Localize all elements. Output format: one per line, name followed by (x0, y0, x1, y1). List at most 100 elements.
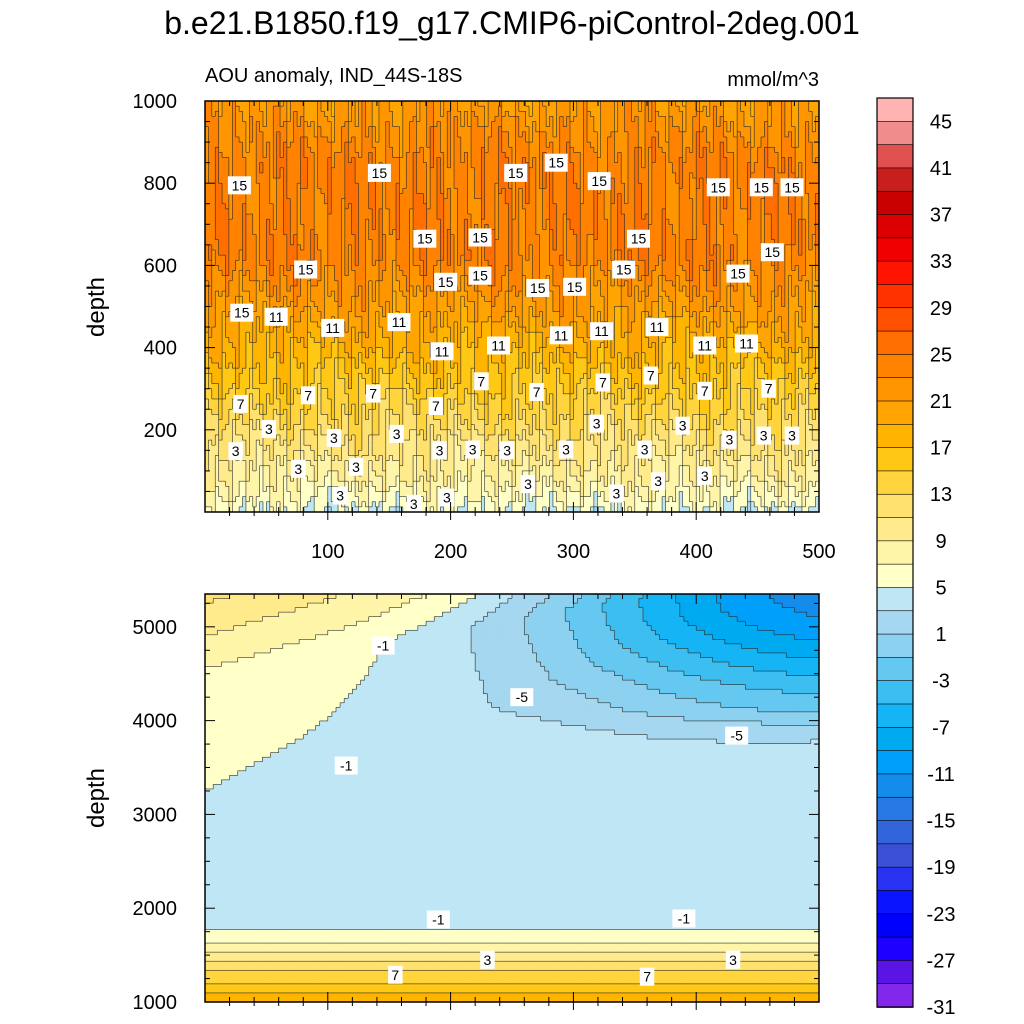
contour-cell (675, 167, 680, 174)
contour-cell (743, 193, 748, 200)
contour-cell (726, 142, 731, 148)
contour-cell (334, 178, 339, 184)
contour-cell (590, 239, 595, 246)
contour-cell (307, 214, 312, 220)
contour-cell (300, 188, 305, 195)
contour-cell (781, 203, 786, 210)
contour-cell (307, 183, 312, 189)
contour-cell (266, 224, 271, 231)
contour-cell (522, 239, 527, 246)
contour-cell (297, 167, 302, 174)
contour-cell (430, 193, 435, 200)
contour-cell (808, 142, 813, 148)
contour-cell (491, 203, 496, 210)
contour-cell (607, 198, 612, 205)
contour-cell (205, 101, 210, 107)
contour-cell (662, 183, 667, 189)
contour-cell (675, 106, 680, 112)
contour-cell (423, 203, 428, 210)
contour-cell (679, 234, 684, 241)
contour-cell (232, 193, 237, 200)
contour-cell (481, 136, 486, 143)
contour-cell (358, 203, 363, 210)
contour-cell (454, 234, 459, 241)
contour-cell (488, 126, 493, 133)
contour-cell (563, 188, 568, 195)
contour-cell (436, 178, 441, 184)
contour-cell (436, 147, 441, 153)
contour-cell (740, 147, 745, 153)
contour-cell (430, 106, 435, 112)
contour-cell (624, 214, 629, 220)
contour-cell (419, 203, 424, 210)
contour-cell (484, 116, 489, 123)
contour-cell (392, 121, 397, 128)
contour-cell (631, 188, 636, 195)
contour-cell (580, 239, 585, 246)
contour-cell (583, 152, 588, 159)
contour-cell (351, 111, 356, 118)
contour-cell (658, 188, 663, 195)
contour-cell (215, 229, 220, 236)
contour-cell (225, 183, 230, 189)
contour-cell (648, 147, 653, 153)
contour-cell (252, 234, 257, 241)
contour-cell (484, 193, 489, 200)
contour-cell (488, 111, 493, 118)
contour-cell (621, 229, 626, 236)
contour-cell (747, 188, 752, 195)
contour-cell (327, 203, 332, 210)
contour-cell (624, 234, 629, 241)
contour-cell (450, 178, 455, 184)
contour-cell (494, 142, 499, 148)
contour-cell (587, 157, 592, 164)
contour-cell (232, 142, 237, 148)
contour-cell (501, 172, 506, 179)
contour-cell (488, 116, 493, 123)
contour-cell (703, 203, 708, 210)
contour-cell (812, 219, 817, 225)
contour-cell (529, 229, 534, 236)
contour-cell (750, 136, 755, 143)
contour-cell (505, 239, 510, 246)
contour-cell (355, 121, 360, 128)
contour-cell (416, 111, 421, 118)
contour-cell (454, 142, 459, 148)
contour-cell (791, 203, 796, 210)
contour-cell (491, 111, 496, 118)
contour-cell (290, 162, 295, 169)
contour-cell (685, 224, 690, 231)
contour-cell (423, 188, 428, 195)
contour-cell (767, 142, 772, 148)
contour-cell (699, 219, 704, 225)
contour-cell (358, 234, 363, 241)
contour-cell (716, 131, 721, 138)
contour-cell (474, 121, 479, 128)
contour-cell (290, 193, 295, 200)
contour-cell (413, 136, 418, 143)
contour-cell (228, 198, 233, 205)
contour-cell (627, 111, 632, 118)
contour-cell (242, 101, 247, 107)
contour-cell (276, 111, 281, 118)
contour-cell (385, 203, 390, 210)
contour-cell (259, 203, 264, 210)
contour-cell (297, 178, 302, 184)
contour-cell (754, 198, 759, 205)
contour-cell (757, 111, 762, 118)
contour-cell (505, 121, 510, 128)
contour-cell (784, 131, 789, 138)
contour-cell (798, 198, 803, 205)
contour-cell (375, 101, 380, 107)
contour-cell (795, 172, 800, 179)
contour-cell (389, 234, 394, 241)
contour-cell (750, 229, 755, 236)
contour-cell (262, 111, 267, 118)
contour-cell (331, 188, 336, 195)
contour-cell (573, 239, 578, 246)
contour-cell (716, 111, 721, 118)
contour-cell (368, 101, 373, 107)
contour-cell (706, 116, 711, 123)
contour-cell (235, 208, 240, 215)
contour-cell (317, 208, 322, 215)
